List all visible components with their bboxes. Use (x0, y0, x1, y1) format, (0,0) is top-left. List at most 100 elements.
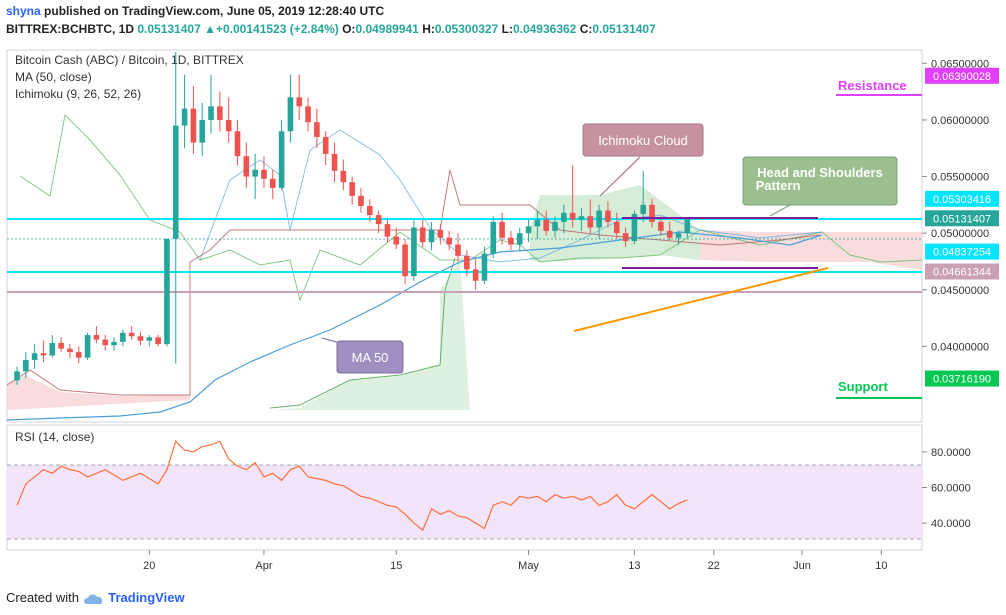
candle-body (217, 106, 223, 120)
ichimoku-base-line (7, 169, 821, 396)
price-label-text: 0.05131407 (933, 213, 991, 225)
ma50-callout: MA 50 (321, 337, 404, 374)
candle-body (190, 108, 197, 143)
price-label-badge (925, 210, 999, 227)
head-shoulders-callout: Head and Shoulders Pattern (742, 156, 898, 217)
candle-body (481, 253, 488, 281)
candle-body (508, 237, 514, 245)
candle-body (164, 238, 170, 345)
candle-body (684, 218, 691, 234)
candle-body (437, 229, 444, 238)
time-tick-label: May (518, 560, 539, 572)
ma-50-line (7, 231, 823, 421)
candle-body (287, 97, 294, 132)
candle-body (349, 182, 355, 196)
time-tick-label: 10 (875, 560, 887, 572)
header-publish-line: shyna published on TradingView.com, June… (6, 4, 384, 18)
candle-body (490, 221, 497, 254)
candle-body (428, 229, 435, 243)
price-tick-label: 0.05000000 (931, 228, 989, 240)
candle-body (375, 215, 382, 225)
rsi-axis: 80.0000 60.0000 40.0000 (922, 447, 971, 530)
candle-body (605, 210, 611, 222)
candle-body (49, 343, 56, 356)
time-tick-label: 13 (628, 560, 640, 572)
rsi-title: RSI (14, close) (15, 430, 94, 444)
candle-body (305, 106, 311, 123)
candle-body (472, 269, 479, 281)
candle-body (296, 97, 303, 107)
candle-body (561, 212, 567, 222)
candle-body (578, 216, 585, 220)
time-tick-label: 15 (390, 560, 402, 572)
candle-body (234, 131, 241, 157)
candle-body (120, 332, 126, 342)
high-value: 0.05300327 (434, 22, 499, 36)
candles-group (14, 52, 691, 385)
legend-ma: MA (50, close) (15, 70, 92, 84)
support-label: Support (838, 379, 888, 394)
ichimoku-cloud-callout: Ichimoku Cloud (582, 123, 704, 197)
rsi-tick-label: 60.0000 (931, 483, 971, 495)
price-tick-label: 0.06500000 (931, 58, 989, 70)
time-tick-label: 20 (143, 560, 155, 572)
candle-body (111, 341, 117, 346)
candle-body (199, 119, 206, 143)
candle-body (172, 125, 179, 239)
legend-title: Bitcoin Cash (ABC) / Bitcoin, 1D, BITTRE… (15, 53, 244, 67)
trend-support-line (573, 267, 829, 332)
price-tick-label: 0.06000000 (931, 115, 989, 127)
symbol-label: BITTREX:BCHBTC, 1D (6, 22, 134, 36)
price-axis: 0.06500000 0.06000000 0.05500000 0.05000000… (922, 58, 989, 353)
low-value: 0.04936362 (512, 22, 577, 36)
candle-body (243, 156, 250, 177)
candle-body (446, 237, 452, 245)
publish-info: published on TradingView.com, June 05, 2… (44, 4, 385, 18)
candle-body (181, 108, 188, 126)
candle-body (402, 244, 408, 277)
time-axis: 20 Apr 15 May 13 22 Jun 10 (143, 550, 887, 572)
tradingview-cloud-icon (83, 594, 102, 604)
candle-body (596, 210, 602, 228)
rsi-tick-label: 80.0000 (931, 447, 971, 459)
candle-body (314, 122, 320, 137)
price-label-text: 0.03716190 (933, 374, 991, 386)
candle-body (569, 212, 576, 220)
resistance-label: Resistance (838, 78, 907, 93)
candle-body (155, 337, 161, 345)
candle-body (543, 219, 549, 231)
candle-body (666, 230, 673, 238)
candle-body (58, 343, 64, 349)
author-name[interactable]: shyna (6, 4, 41, 18)
candle-body (464, 255, 470, 270)
open-label: O: (342, 22, 356, 36)
created-with-text: Created with (6, 590, 79, 605)
price-label-text: 0.05303416 (933, 194, 991, 206)
price-change: +0.00141523 (+2.84%) (215, 22, 339, 36)
candle-body (93, 335, 100, 340)
candle-body (640, 204, 647, 214)
candle-body (40, 353, 47, 356)
candle-body (631, 213, 638, 242)
ichimoku-lagging-span (19, 113, 922, 302)
price-tick-label: 0.05500000 (931, 172, 989, 184)
price-label-badge (925, 190, 999, 207)
candle-body (75, 352, 82, 358)
time-tick-label: Jun (793, 560, 811, 572)
price-label-text: 0.04837254 (933, 247, 991, 259)
candle-body (14, 371, 20, 381)
candle-body (419, 227, 426, 243)
up-triangle-icon: ▲ (204, 22, 216, 36)
candle-body (322, 136, 329, 154)
ma50-text: MA 50 (352, 350, 389, 365)
candle-body (393, 236, 400, 245)
candle-body (587, 216, 594, 228)
ichimoku-cloud-red-left (7, 375, 190, 410)
tradingview-link[interactable]: TradingView (108, 590, 185, 605)
candle-body (84, 335, 91, 358)
candle-body (137, 336, 144, 341)
candle-body (455, 244, 461, 256)
candle-body (525, 226, 532, 234)
candle-body (331, 153, 338, 171)
